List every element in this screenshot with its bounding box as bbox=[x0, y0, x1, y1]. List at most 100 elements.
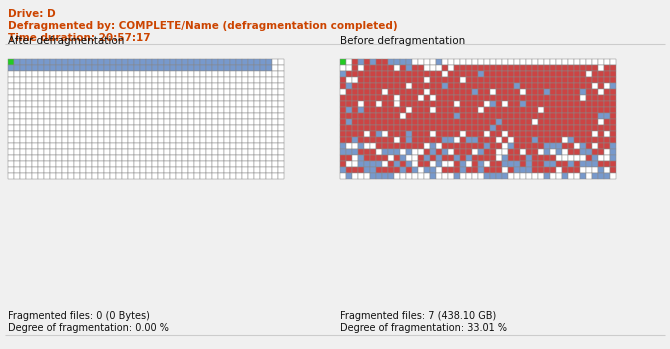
Bar bbox=[134, 107, 140, 113]
Bar bbox=[538, 131, 543, 137]
Bar bbox=[80, 137, 86, 143]
Bar bbox=[111, 65, 116, 71]
Bar bbox=[140, 167, 145, 173]
Bar bbox=[484, 101, 490, 107]
Bar bbox=[230, 71, 236, 77]
Bar bbox=[230, 113, 236, 119]
Bar bbox=[123, 101, 128, 107]
Bar bbox=[80, 155, 86, 161]
Bar bbox=[146, 101, 151, 107]
Bar bbox=[20, 65, 25, 71]
Bar bbox=[377, 155, 382, 161]
Bar bbox=[255, 173, 260, 179]
Bar bbox=[515, 89, 520, 95]
Bar bbox=[568, 125, 574, 131]
Bar bbox=[436, 95, 442, 101]
Bar bbox=[140, 71, 145, 77]
Bar bbox=[412, 149, 417, 155]
Bar bbox=[460, 149, 466, 155]
Bar bbox=[568, 107, 574, 113]
Bar bbox=[8, 137, 13, 143]
Bar bbox=[158, 149, 163, 155]
Bar bbox=[32, 119, 38, 125]
Bar bbox=[515, 149, 520, 155]
Bar bbox=[80, 71, 86, 77]
Bar bbox=[50, 173, 56, 179]
Bar bbox=[371, 155, 376, 161]
Bar bbox=[478, 77, 484, 83]
Bar bbox=[371, 125, 376, 131]
Bar bbox=[243, 71, 248, 77]
Bar bbox=[56, 149, 62, 155]
Bar bbox=[98, 173, 104, 179]
Bar bbox=[424, 167, 429, 173]
Bar bbox=[509, 131, 514, 137]
Bar bbox=[117, 119, 122, 125]
Bar bbox=[389, 101, 394, 107]
Bar bbox=[50, 161, 56, 167]
Bar bbox=[128, 101, 134, 107]
Bar bbox=[255, 125, 260, 131]
Bar bbox=[509, 95, 514, 101]
Bar bbox=[389, 71, 394, 77]
Bar bbox=[164, 137, 170, 143]
Bar bbox=[364, 77, 370, 83]
Bar bbox=[14, 65, 19, 71]
Bar bbox=[346, 173, 352, 179]
Bar bbox=[200, 155, 206, 161]
Bar bbox=[272, 65, 277, 71]
Bar bbox=[490, 143, 496, 149]
Bar bbox=[261, 95, 266, 101]
Bar bbox=[574, 107, 580, 113]
Bar bbox=[371, 173, 376, 179]
Bar bbox=[580, 83, 586, 89]
Bar bbox=[152, 95, 157, 101]
Bar bbox=[364, 143, 370, 149]
Bar bbox=[556, 119, 561, 125]
Bar bbox=[400, 107, 406, 113]
Bar bbox=[38, 65, 44, 71]
Bar bbox=[448, 155, 454, 161]
Bar bbox=[544, 77, 549, 83]
Bar bbox=[496, 173, 502, 179]
Bar bbox=[484, 143, 490, 149]
Bar bbox=[544, 113, 549, 119]
Bar bbox=[249, 65, 254, 71]
Bar bbox=[448, 83, 454, 89]
Bar bbox=[424, 137, 429, 143]
Bar bbox=[170, 119, 176, 125]
Bar bbox=[255, 89, 260, 95]
Bar bbox=[412, 173, 417, 179]
Bar bbox=[502, 89, 508, 95]
Bar bbox=[598, 119, 604, 125]
Bar bbox=[278, 119, 283, 125]
Bar bbox=[502, 119, 508, 125]
Bar bbox=[98, 65, 104, 71]
Bar bbox=[400, 119, 406, 125]
Bar bbox=[448, 95, 454, 101]
Bar bbox=[574, 131, 580, 137]
Bar bbox=[243, 77, 248, 83]
Bar bbox=[243, 161, 248, 167]
Bar bbox=[20, 95, 25, 101]
Bar bbox=[574, 89, 580, 95]
Bar bbox=[346, 131, 352, 137]
Bar bbox=[377, 167, 382, 173]
Bar bbox=[176, 113, 182, 119]
Bar bbox=[580, 137, 586, 143]
Bar bbox=[170, 113, 176, 119]
Bar bbox=[574, 95, 580, 101]
Bar bbox=[454, 89, 460, 95]
Bar bbox=[412, 131, 417, 137]
Bar bbox=[266, 131, 272, 137]
Bar bbox=[50, 107, 56, 113]
Bar bbox=[346, 77, 352, 83]
Bar bbox=[515, 59, 520, 65]
Bar bbox=[224, 113, 230, 119]
Bar bbox=[406, 161, 411, 167]
Bar bbox=[98, 131, 104, 137]
Bar bbox=[466, 125, 472, 131]
Bar bbox=[255, 155, 260, 161]
Bar bbox=[352, 83, 358, 89]
Bar bbox=[550, 167, 555, 173]
